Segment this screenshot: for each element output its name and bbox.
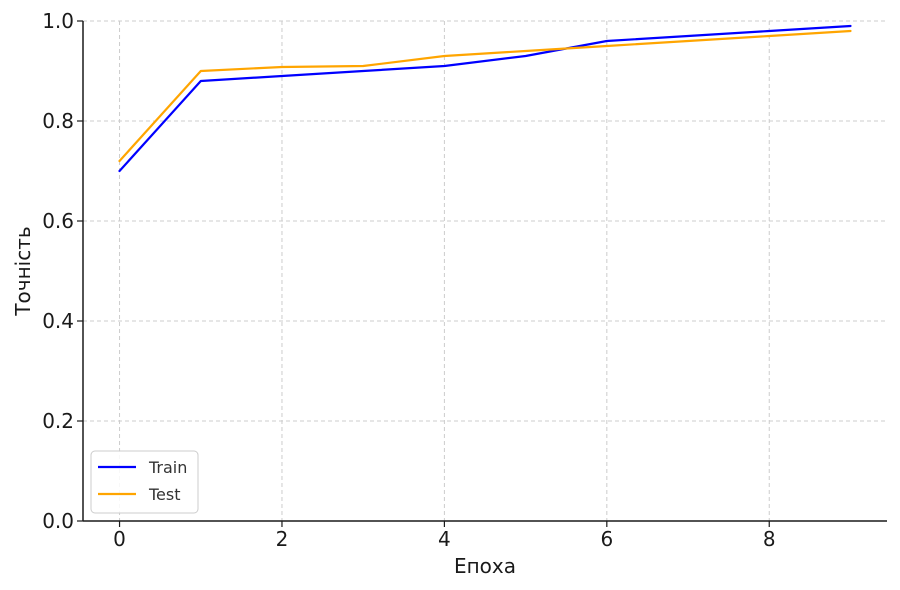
legend-label-test: Test [148, 485, 181, 504]
y-tick-label: 0.4 [42, 309, 74, 333]
axes [82, 21, 887, 522]
x-axis-title: Епоха [454, 554, 516, 578]
y-axis-title: Точність [11, 226, 35, 316]
grid [83, 20, 887, 522]
y-ticks: 0.0 0.2 0.4 0.6 0.8 1.0 [42, 9, 83, 533]
series-line-train [118, 24, 852, 173]
y-tick-label: 0.8 [42, 109, 74, 133]
x-ticks: 0 2 4 6 8 [113, 521, 776, 551]
x-tick-label: 4 [438, 527, 451, 551]
legend: Train Test [90, 450, 199, 514]
y-tick-label: 0.6 [42, 209, 74, 233]
legend-label-train: Train [148, 458, 187, 477]
y-tick-label: 0.0 [42, 509, 74, 533]
series-lines [118, 24, 852, 173]
x-tick-label: 6 [600, 527, 613, 551]
x-tick-label: 8 [763, 527, 776, 551]
x-tick-label: 0 [113, 527, 126, 551]
y-tick-label: 0.2 [42, 409, 74, 433]
y-tick-label: 1.0 [42, 9, 74, 33]
series-line-test [118, 29, 852, 163]
x-tick-label: 2 [276, 527, 289, 551]
